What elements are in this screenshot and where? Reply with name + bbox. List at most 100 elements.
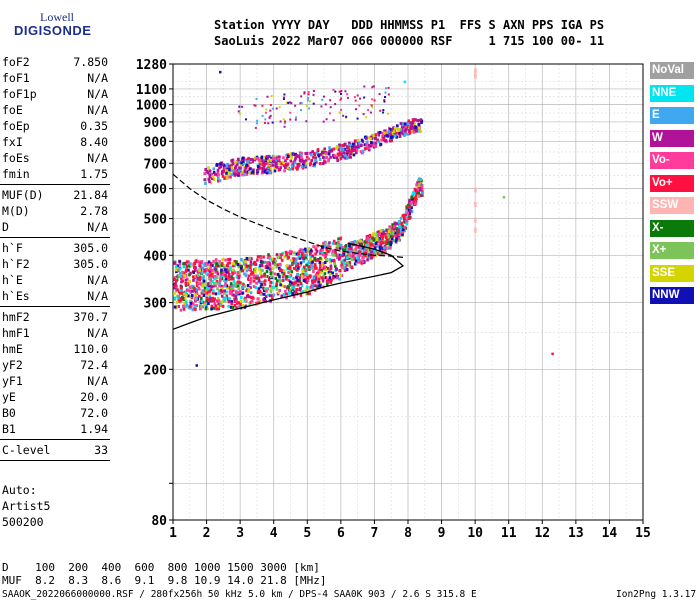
echo-point [244,304,248,308]
echo-point [304,288,308,292]
echo-point [231,162,235,166]
param-value: 7.850 [73,55,108,69]
echo-point [244,260,247,264]
echo-point [417,119,420,123]
param-row: fxI 8.40 [2,134,108,150]
echo-point [229,305,233,309]
echo-point [181,291,184,295]
echo-point [326,250,330,254]
echo-point [284,120,287,123]
echo-point [282,269,286,273]
echo-point [266,256,270,260]
echo-point [204,263,207,267]
echo-point [201,271,204,275]
echo-point [386,247,389,251]
echo-point [247,277,250,281]
echo-point [235,299,238,303]
echo-point [263,121,266,124]
echo-point [245,294,249,298]
echo-point [249,279,253,283]
echo-point [206,171,210,175]
echo-point [248,257,251,261]
echo-point [420,184,423,188]
echo-point [231,264,235,268]
y-tick-label: 400 [144,249,168,264]
echo-point [264,159,268,163]
echo-point [177,304,181,308]
echo-point [175,279,178,283]
echo-point [382,137,386,141]
echo-point [224,282,227,286]
echo-point [397,238,401,242]
echo-point [361,260,365,264]
echo-point [260,263,263,267]
echo-point [403,225,407,229]
echo-point [179,289,182,293]
echo-point [174,289,178,293]
echo-point [199,276,202,280]
echo-point [249,291,253,295]
echo-point [251,170,255,174]
echo-point [324,240,327,244]
echo-point [411,191,415,195]
echo-point [283,169,286,173]
echo-point [241,170,245,174]
echo-point [202,302,206,306]
echo-point [184,290,188,294]
echo-point [310,263,314,267]
echo-point [414,125,417,129]
echo-point [259,260,263,264]
echo-point [341,155,345,159]
echo-point [362,248,366,252]
echo-point [203,282,207,286]
echo-point [355,148,359,152]
echo-point [173,296,177,300]
echo-point [356,254,360,258]
echo-point [338,277,341,281]
echo-point [323,261,327,265]
echo-point [194,266,197,270]
echo-point [410,210,414,214]
echo-point [250,296,253,300]
echo-point [236,173,240,177]
echo-point [395,234,399,238]
echo-point [265,270,269,274]
echo-point [408,211,411,215]
echo-point [354,259,358,263]
param-row: hmF1 N/A [2,325,108,341]
param-row: h`Es N/A [2,288,108,304]
echo-point [317,277,321,281]
echo-point [200,291,204,295]
echo-point [263,272,267,276]
param-row: MUF(D) 21.84 [2,187,108,203]
echo-point [402,228,405,232]
echo-point [203,279,207,283]
echo-point [338,256,342,260]
echo-point [188,285,192,289]
echo-point [404,219,408,223]
param-row: hmE 110.0 [2,341,108,357]
echo-point [235,260,238,264]
echo-point [360,243,364,247]
echo-point [257,301,261,305]
echo-point [400,221,404,225]
echo-point [204,181,207,185]
echo-point [292,152,296,156]
echo-point [189,299,192,303]
echo-point [327,158,331,162]
echo-point [175,300,179,304]
x-tick-label: 13 [568,526,584,541]
echo-point [220,170,224,174]
echo-point [262,298,266,302]
x-tick-label: 2 [203,526,211,541]
echo-point [391,223,395,227]
echo-point [374,137,377,141]
echo-point [308,289,311,293]
echo-point [301,290,305,294]
echo-point [416,181,419,185]
echo-point [187,264,191,268]
echo-point [233,259,237,263]
echo-point [225,171,228,175]
echo-point [259,271,262,275]
